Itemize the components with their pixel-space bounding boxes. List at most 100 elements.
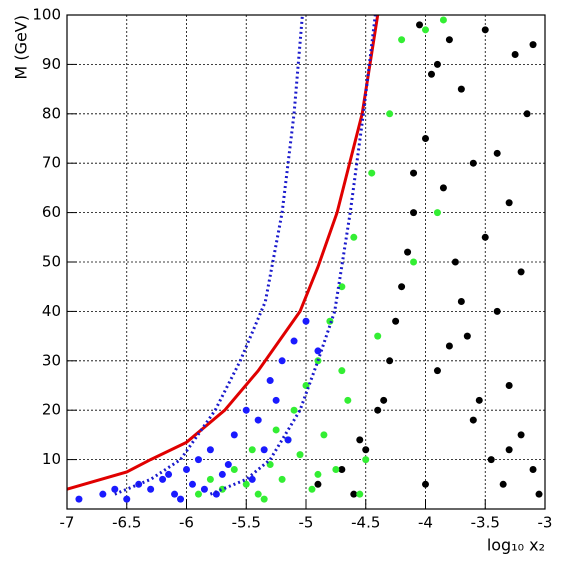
point	[183, 465, 190, 473]
y-tick-label: 40	[42, 302, 61, 320]
x-tick-label: -5	[299, 514, 314, 532]
point	[254, 490, 262, 498]
point	[266, 377, 274, 385]
point	[481, 233, 489, 241]
point	[493, 307, 501, 315]
point	[206, 475, 214, 483]
dotted-curve	[209, 15, 377, 496]
x-tick-label: -7	[60, 514, 75, 532]
point	[505, 199, 513, 207]
point	[99, 490, 107, 498]
point	[475, 396, 483, 404]
point	[398, 283, 406, 291]
point	[260, 495, 268, 503]
point	[218, 470, 226, 478]
x-tick-label: -6	[179, 514, 194, 532]
point	[499, 480, 507, 488]
point	[404, 248, 412, 256]
y-tick-label: 20	[42, 401, 61, 419]
point	[380, 396, 388, 404]
point	[505, 382, 513, 389]
point	[230, 431, 238, 439]
point	[338, 465, 346, 473]
y-tick-label: 10	[42, 450, 61, 468]
point	[272, 426, 280, 434]
point	[290, 337, 298, 345]
x-tick-label: -4.5	[351, 514, 380, 532]
point	[278, 357, 286, 365]
point	[416, 21, 424, 29]
point	[212, 490, 220, 498]
point	[260, 446, 268, 454]
point	[469, 416, 477, 424]
point	[314, 480, 322, 488]
plot-frame	[66, 14, 546, 510]
point	[188, 480, 196, 488]
point	[254, 416, 262, 424]
point	[374, 332, 382, 340]
point	[296, 451, 304, 459]
point	[433, 60, 441, 68]
y-tick-label: 50	[42, 253, 61, 271]
point	[511, 51, 519, 59]
point	[439, 16, 447, 24]
point	[523, 110, 531, 118]
point	[248, 446, 256, 454]
point	[224, 461, 232, 469]
point	[194, 456, 202, 464]
point	[147, 485, 155, 493]
y-tick-label: 100	[32, 6, 61, 24]
point	[517, 431, 525, 439]
point	[517, 268, 525, 276]
point	[159, 475, 167, 483]
x-tick-label: -3	[538, 514, 553, 532]
point	[386, 357, 394, 365]
point	[362, 446, 370, 454]
point	[410, 209, 418, 217]
y-tick-label: 90	[42, 55, 61, 73]
point	[200, 485, 208, 493]
point	[529, 41, 537, 49]
point	[230, 465, 238, 473]
point	[410, 169, 418, 177]
point	[356, 490, 364, 498]
point	[344, 396, 352, 404]
point	[445, 36, 453, 44]
point	[242, 480, 250, 488]
point	[481, 26, 489, 34]
point	[410, 258, 418, 266]
point	[362, 456, 370, 464]
x-tick-label: -5.5	[232, 514, 261, 532]
point	[422, 480, 429, 488]
point	[350, 233, 358, 241]
point	[457, 298, 465, 306]
point	[505, 446, 513, 454]
point	[171, 490, 179, 498]
point	[493, 149, 501, 157]
point	[386, 110, 394, 118]
point	[206, 446, 214, 454]
point	[338, 283, 346, 291]
point	[248, 475, 256, 483]
x-axis-label: log₁₀ x₂	[487, 536, 545, 555]
x-tick-label: -6.5	[112, 514, 141, 532]
dotted-curve	[114, 15, 304, 496]
y-tick-label: 70	[42, 154, 61, 172]
point	[177, 495, 185, 503]
point	[422, 135, 429, 142]
point	[75, 495, 83, 503]
point	[350, 490, 358, 498]
point	[368, 169, 376, 177]
y-tick-label: 30	[42, 351, 61, 369]
curve	[67, 15, 380, 491]
point	[433, 209, 441, 217]
point	[165, 470, 173, 478]
point	[111, 485, 119, 493]
point	[469, 159, 477, 167]
point	[374, 406, 382, 414]
point	[487, 456, 495, 464]
point	[290, 406, 298, 414]
point	[439, 184, 447, 192]
point	[433, 367, 441, 375]
